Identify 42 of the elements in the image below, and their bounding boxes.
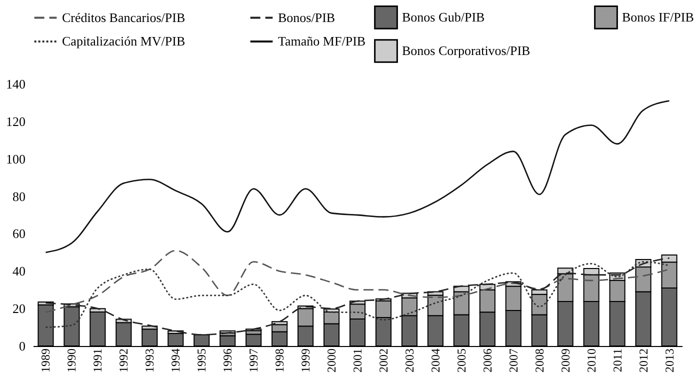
x-tick-label: 1989 — [38, 348, 53, 372]
x-tick-label: 1992 — [116, 348, 131, 372]
y-tick-label: 20 — [12, 301, 26, 316]
x-tick-label: 1999 — [298, 348, 313, 372]
legend-label: Capitalización MV/PIB — [62, 34, 186, 48]
x-tick-label: 1991 — [90, 348, 105, 372]
x-tick-label: 2012 — [636, 348, 650, 372]
line-series — [45, 250, 670, 314]
x-tick-label: 2007 — [506, 348, 520, 372]
y-tick-label: 0 — [19, 338, 26, 354]
x-tick-label: 2009 — [558, 348, 572, 372]
legend-label: Créditos Bancarios/PIB — [62, 10, 186, 25]
legend-label: Tamaño MF/PIB — [278, 34, 366, 48]
x-tick-label: 1990 — [64, 348, 79, 372]
x-tick-label: 2002 — [376, 348, 390, 372]
y-tick-label: 100 — [6, 151, 26, 166]
x-tick-label: 2005 — [454, 348, 468, 372]
x-tick-label: 2004 — [428, 348, 442, 372]
x-tick-label: 1997 — [246, 348, 261, 372]
y-tick-label: 80 — [12, 188, 26, 204]
line-series — [45, 100, 670, 254]
x-tick-label: 1995 — [194, 348, 209, 372]
x-tick-label: 1994 — [168, 348, 183, 372]
y-tick-label: 40 — [12, 264, 26, 279]
legend-label: Bonos Gub/PIB — [402, 9, 486, 24]
x-tick-label: 2001 — [350, 348, 364, 372]
x-tick-label: 2008 — [532, 348, 546, 372]
legend-label: Bonos IF/PIB — [622, 9, 694, 24]
legend-label: Bonos Corporativos/PIB — [402, 43, 531, 58]
x-tick-label: 1993 — [142, 348, 157, 372]
x-tick-label: 2010 — [584, 348, 598, 372]
x-tick-label: 2000 — [324, 348, 339, 372]
x-tick-label: 2013 — [662, 348, 676, 372]
x-tick-label: 1996 — [220, 348, 235, 372]
x-tick-label: 2006 — [480, 348, 494, 372]
x-tick-label: 2011 — [610, 348, 624, 372]
x-tick-label: 2003 — [402, 348, 416, 372]
y-tick-label: 60 — [12, 226, 26, 242]
x-tick-label: 1998 — [272, 348, 287, 372]
legend-label: Bonos/PIB — [278, 10, 336, 25]
y-tick-label: 140 — [6, 76, 26, 92]
y-tick-label: 120 — [6, 114, 26, 129]
